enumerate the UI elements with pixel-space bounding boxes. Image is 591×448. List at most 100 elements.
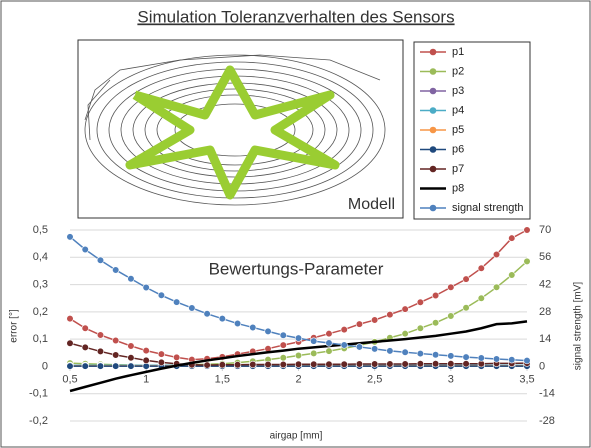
data-point (173, 299, 180, 306)
data-point (112, 337, 119, 344)
data-point (295, 352, 302, 359)
data-point (524, 357, 531, 364)
data-point (189, 305, 196, 312)
x-tick-label: 2 (295, 373, 301, 385)
y2-tick-label: 0 (539, 360, 545, 372)
y-tick-label: 0,5 (33, 224, 48, 236)
x-axis-label: airgap [mm] (270, 431, 323, 442)
data-point (143, 357, 150, 364)
data-point (295, 361, 302, 368)
data-point (356, 321, 363, 328)
data-point (478, 265, 485, 272)
annotation: Bewertungs-Parameter (209, 259, 384, 278)
data-point (463, 276, 470, 283)
data-point (463, 304, 470, 311)
data-point (341, 361, 348, 368)
data-point (310, 361, 317, 368)
data-point (280, 342, 287, 349)
data-point (493, 284, 500, 291)
y2-tick-label: 56 (539, 251, 551, 263)
data-point (326, 348, 333, 355)
data-point (82, 246, 89, 253)
data-point (158, 351, 165, 358)
legend-label: p8 (452, 182, 464, 194)
data-point (82, 363, 89, 370)
data-point (173, 354, 180, 361)
data-point (371, 346, 378, 353)
data-point (402, 361, 409, 368)
data-point (508, 235, 515, 242)
data-point (67, 340, 74, 347)
legend-label: p5 (452, 124, 464, 136)
y2-tick-label: 70 (539, 224, 551, 236)
y2-tick-label: 28 (539, 306, 551, 318)
data-point (387, 311, 394, 318)
legend-label: p1 (452, 46, 464, 58)
data-point (448, 313, 455, 320)
legend-marker (430, 88, 437, 95)
data-point (128, 354, 135, 361)
x-tick-label: 1 (143, 373, 149, 385)
data-point (478, 295, 485, 302)
data-point (250, 324, 257, 331)
y-tick-label: 0,3 (33, 278, 48, 290)
x-tick-label: 1,5 (215, 373, 230, 385)
y-tick-label: -0,2 (29, 415, 48, 427)
data-point (448, 284, 455, 291)
data-point (524, 258, 531, 265)
x-tick-label: 0,5 (62, 373, 77, 385)
data-point (280, 354, 287, 361)
data-point (417, 360, 424, 367)
data-point (508, 272, 515, 279)
legend-label: p6 (452, 143, 464, 155)
data-point (128, 363, 135, 370)
data-point (478, 355, 485, 362)
data-point (508, 357, 515, 364)
data-point (432, 319, 439, 326)
data-point (448, 353, 455, 360)
data-point (326, 361, 333, 368)
data-point (356, 361, 363, 368)
legend-marker (430, 107, 437, 114)
data-point (82, 325, 89, 332)
data-point (387, 348, 394, 355)
data-point (310, 338, 317, 345)
slide-title: Simulation Toleranzverhalten des Sensors (137, 7, 454, 26)
data-point (204, 311, 211, 318)
data-point (97, 348, 104, 355)
data-point (204, 362, 211, 369)
data-point (112, 363, 119, 370)
data-point (143, 347, 150, 354)
data-point (493, 251, 500, 258)
y2-tick-label: -28 (539, 415, 555, 427)
data-point (417, 350, 424, 357)
data-point (356, 344, 363, 351)
data-point (128, 275, 135, 282)
data-point (158, 359, 165, 366)
data-point (326, 330, 333, 337)
y2-tick-label: 42 (539, 278, 551, 290)
data-point (219, 361, 226, 368)
data-point (219, 315, 226, 322)
data-point (280, 361, 287, 368)
x-tick-label: 3 (448, 373, 454, 385)
data-point (82, 344, 89, 351)
data-point (67, 315, 74, 322)
data-point (371, 361, 378, 368)
data-point (341, 326, 348, 333)
y-tick-label: -0,1 (29, 388, 48, 400)
data-point (463, 354, 470, 361)
legend-marker (430, 166, 437, 173)
data-point (128, 343, 135, 350)
y-axis-label: error [°] (9, 309, 20, 343)
data-point (387, 361, 394, 368)
data-point (265, 328, 272, 335)
legend-label: p4 (452, 104, 464, 116)
data-point (341, 342, 348, 349)
data-point (234, 361, 241, 368)
data-point (158, 292, 165, 299)
data-point (310, 350, 317, 357)
legend-label: p3 (452, 85, 464, 97)
data-point (112, 267, 119, 274)
data-point (112, 352, 119, 359)
